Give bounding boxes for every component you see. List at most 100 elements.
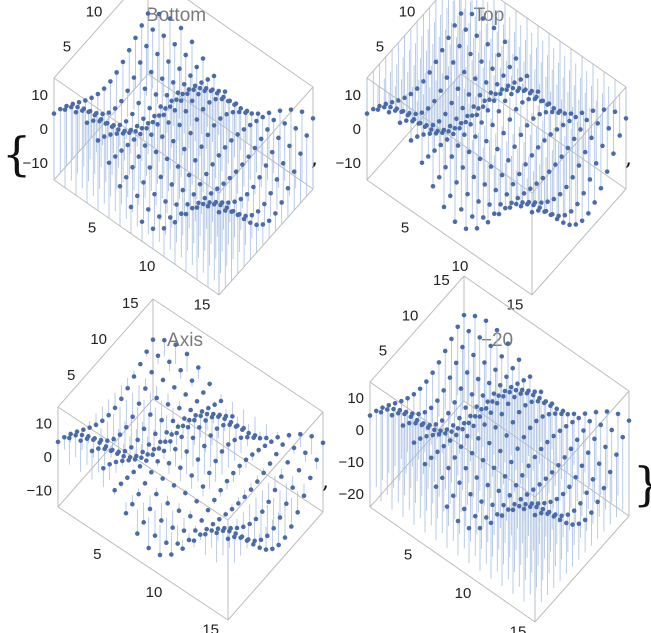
data-point — [433, 59, 439, 65]
data-point — [513, 387, 519, 393]
data-point — [562, 212, 568, 218]
data-point — [494, 400, 500, 406]
x-tick-label: 15 — [202, 621, 219, 633]
data-point — [178, 25, 184, 31]
data-point — [226, 200, 231, 205]
data-point — [578, 127, 583, 132]
data-point — [463, 226, 469, 232]
data-point — [199, 409, 205, 414]
data-point — [554, 127, 560, 132]
data-point — [138, 131, 143, 137]
data-point — [430, 183, 436, 189]
data-point — [581, 190, 586, 196]
data-point — [567, 222, 572, 228]
data-point — [120, 458, 125, 464]
data-point — [235, 132, 240, 137]
x-tick-label: 15 — [510, 623, 527, 633]
data-point — [68, 104, 74, 110]
data-point — [460, 105, 465, 111]
data-point — [532, 512, 538, 518]
data-point — [231, 470, 236, 476]
z-tick-label: 10 — [347, 390, 364, 407]
data-point — [220, 528, 226, 533]
data-point — [472, 76, 478, 81]
box-edge — [227, 511, 324, 621]
y-tick-label: 10 — [90, 331, 107, 348]
data-point — [560, 491, 566, 497]
data-point — [109, 124, 115, 129]
data-point — [218, 202, 223, 208]
data-point — [180, 423, 186, 429]
data-point — [202, 88, 207, 94]
data-point — [129, 445, 134, 450]
data-point — [507, 389, 512, 395]
data-point — [529, 209, 535, 215]
data-point — [432, 98, 437, 104]
data-point — [446, 129, 451, 134]
x-tick-label: 5 — [88, 220, 96, 237]
data-point — [190, 435, 196, 441]
data-point — [538, 446, 544, 452]
data-point — [279, 474, 284, 479]
data-point — [255, 479, 260, 484]
data-point — [143, 386, 148, 391]
data-point — [466, 525, 472, 531]
data-point — [196, 365, 201, 370]
data-point — [402, 411, 407, 417]
data-point — [212, 402, 217, 408]
data-point — [248, 220, 253, 225]
data-point — [183, 52, 189, 58]
data-point — [615, 411, 621, 417]
data-point — [477, 156, 483, 162]
data-point — [494, 512, 500, 517]
data-point — [524, 123, 530, 128]
z-tick-label: −20 — [339, 486, 364, 503]
data-point — [148, 69, 154, 75]
data-point — [428, 405, 434, 411]
data-point — [450, 493, 456, 499]
data-point — [524, 73, 530, 79]
data-point — [280, 442, 285, 447]
data-point — [251, 435, 256, 440]
data-point — [147, 506, 153, 512]
data-point — [303, 450, 308, 456]
data-point — [430, 432, 436, 438]
data-point — [542, 500, 547, 506]
data-point — [405, 395, 410, 401]
data-point — [571, 411, 577, 417]
data-point — [238, 196, 244, 202]
data-point — [218, 398, 224, 404]
data-point — [263, 547, 269, 552]
data-point — [260, 222, 266, 227]
data-point — [149, 369, 154, 375]
data-point — [108, 132, 113, 137]
data-point — [587, 418, 593, 424]
data-point — [495, 146, 500, 152]
data-point — [397, 120, 403, 126]
data-point — [194, 64, 200, 70]
data-point — [582, 411, 588, 416]
data-point — [167, 16, 173, 21]
data-point — [441, 388, 446, 393]
data-point — [620, 434, 626, 440]
stems — [366, 0, 627, 229]
data-point — [241, 216, 247, 222]
data-point — [119, 396, 124, 402]
data-point — [535, 89, 541, 94]
box-edge — [218, 188, 314, 296]
data-point — [545, 439, 550, 445]
data-point — [225, 98, 231, 104]
data-point — [276, 542, 281, 548]
data-point — [554, 496, 560, 502]
data-point — [477, 525, 483, 531]
data-point — [617, 133, 623, 138]
data-point — [130, 165, 135, 170]
data-point — [160, 476, 165, 481]
data-point — [411, 440, 417, 445]
data-point — [274, 177, 280, 182]
data-point — [120, 59, 126, 65]
data-point — [160, 377, 166, 383]
data-point — [464, 370, 470, 375]
data-point — [137, 60, 143, 65]
data-point — [516, 503, 522, 509]
